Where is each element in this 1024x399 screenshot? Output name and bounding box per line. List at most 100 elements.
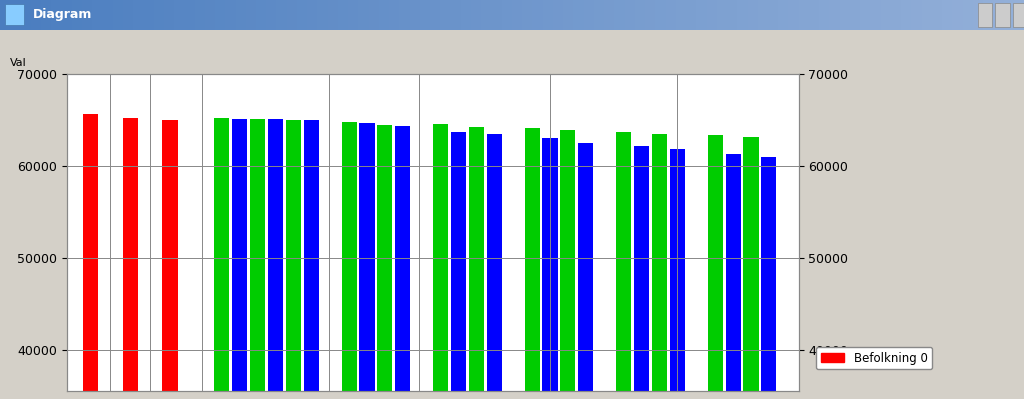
Bar <box>881 0 891 30</box>
Bar <box>942 0 952 30</box>
Bar <box>788 0 799 30</box>
Bar <box>676 0 686 30</box>
Bar <box>973 0 983 30</box>
Bar <box>963 0 973 30</box>
Bar <box>799 0 809 30</box>
Bar <box>61 0 72 30</box>
Bar <box>287 0 297 30</box>
Bar <box>696 0 707 30</box>
Bar <box>492 0 502 30</box>
Bar <box>451 0 461 30</box>
Bar <box>983 0 993 30</box>
Bar <box>860 0 870 30</box>
Bar <box>307 0 317 30</box>
Bar <box>0 0 10 30</box>
Bar <box>163 120 177 391</box>
Bar <box>266 0 276 30</box>
Bar <box>420 0 430 30</box>
Bar <box>579 143 593 391</box>
Bar <box>768 0 778 30</box>
Legend: Befolkning 0: Befolkning 0 <box>816 347 932 369</box>
Bar <box>1014 0 1024 30</box>
Bar <box>725 154 740 391</box>
Bar <box>932 0 942 30</box>
Bar <box>133 0 143 30</box>
Bar <box>652 134 667 391</box>
Bar <box>461 0 471 30</box>
Bar <box>342 122 356 391</box>
Bar <box>634 146 649 391</box>
Bar <box>840 0 850 30</box>
Bar <box>82 0 92 30</box>
Bar <box>72 0 82 30</box>
Bar <box>430 0 440 30</box>
Bar <box>5 4 24 26</box>
Bar <box>512 0 522 30</box>
Bar <box>184 0 195 30</box>
Bar <box>737 0 748 30</box>
Bar <box>469 127 484 391</box>
Bar <box>978 3 992 27</box>
Bar <box>377 125 392 391</box>
Bar <box>594 0 604 30</box>
Text: Val: Val <box>10 58 27 68</box>
Bar <box>286 120 301 391</box>
Bar <box>268 119 283 391</box>
Bar <box>481 0 492 30</box>
Bar <box>850 0 860 30</box>
Bar <box>92 0 102 30</box>
Bar <box>232 119 247 391</box>
Bar <box>143 0 154 30</box>
Bar <box>31 0 41 30</box>
Bar <box>901 0 911 30</box>
Bar <box>891 0 901 30</box>
Bar <box>205 0 215 30</box>
Bar <box>102 0 113 30</box>
Bar <box>758 0 768 30</box>
Bar <box>379 0 389 30</box>
Bar <box>635 0 645 30</box>
Bar <box>83 114 98 391</box>
Bar <box>560 130 575 391</box>
Bar <box>41 0 51 30</box>
Bar <box>1004 0 1014 30</box>
Bar <box>655 0 666 30</box>
Bar <box>304 120 318 391</box>
Bar <box>215 0 225 30</box>
Bar <box>358 0 369 30</box>
Bar <box>778 0 788 30</box>
Bar <box>389 0 399 30</box>
Bar <box>486 134 502 391</box>
Bar <box>123 0 133 30</box>
Bar <box>616 132 631 391</box>
Bar <box>553 0 563 30</box>
Bar <box>543 0 553 30</box>
Bar <box>584 0 594 30</box>
Bar <box>573 0 584 30</box>
Bar <box>809 0 819 30</box>
Bar <box>614 0 625 30</box>
Bar <box>246 0 256 30</box>
Bar <box>338 0 348 30</box>
Bar <box>250 119 265 391</box>
Bar <box>829 0 840 30</box>
Bar <box>154 0 164 30</box>
Bar <box>748 0 758 30</box>
Bar <box>819 0 829 30</box>
Bar <box>195 0 205 30</box>
Bar <box>410 0 420 30</box>
Bar <box>543 138 558 391</box>
Bar <box>348 0 358 30</box>
Bar <box>993 0 1004 30</box>
Bar <box>236 0 246 30</box>
Bar <box>670 149 685 391</box>
Bar <box>20 0 31 30</box>
Bar <box>369 0 379 30</box>
Bar <box>225 0 236 30</box>
Bar <box>51 0 61 30</box>
Bar <box>113 0 123 30</box>
Bar <box>761 158 776 391</box>
Bar <box>328 0 338 30</box>
Bar <box>256 0 266 30</box>
Bar <box>359 123 375 391</box>
